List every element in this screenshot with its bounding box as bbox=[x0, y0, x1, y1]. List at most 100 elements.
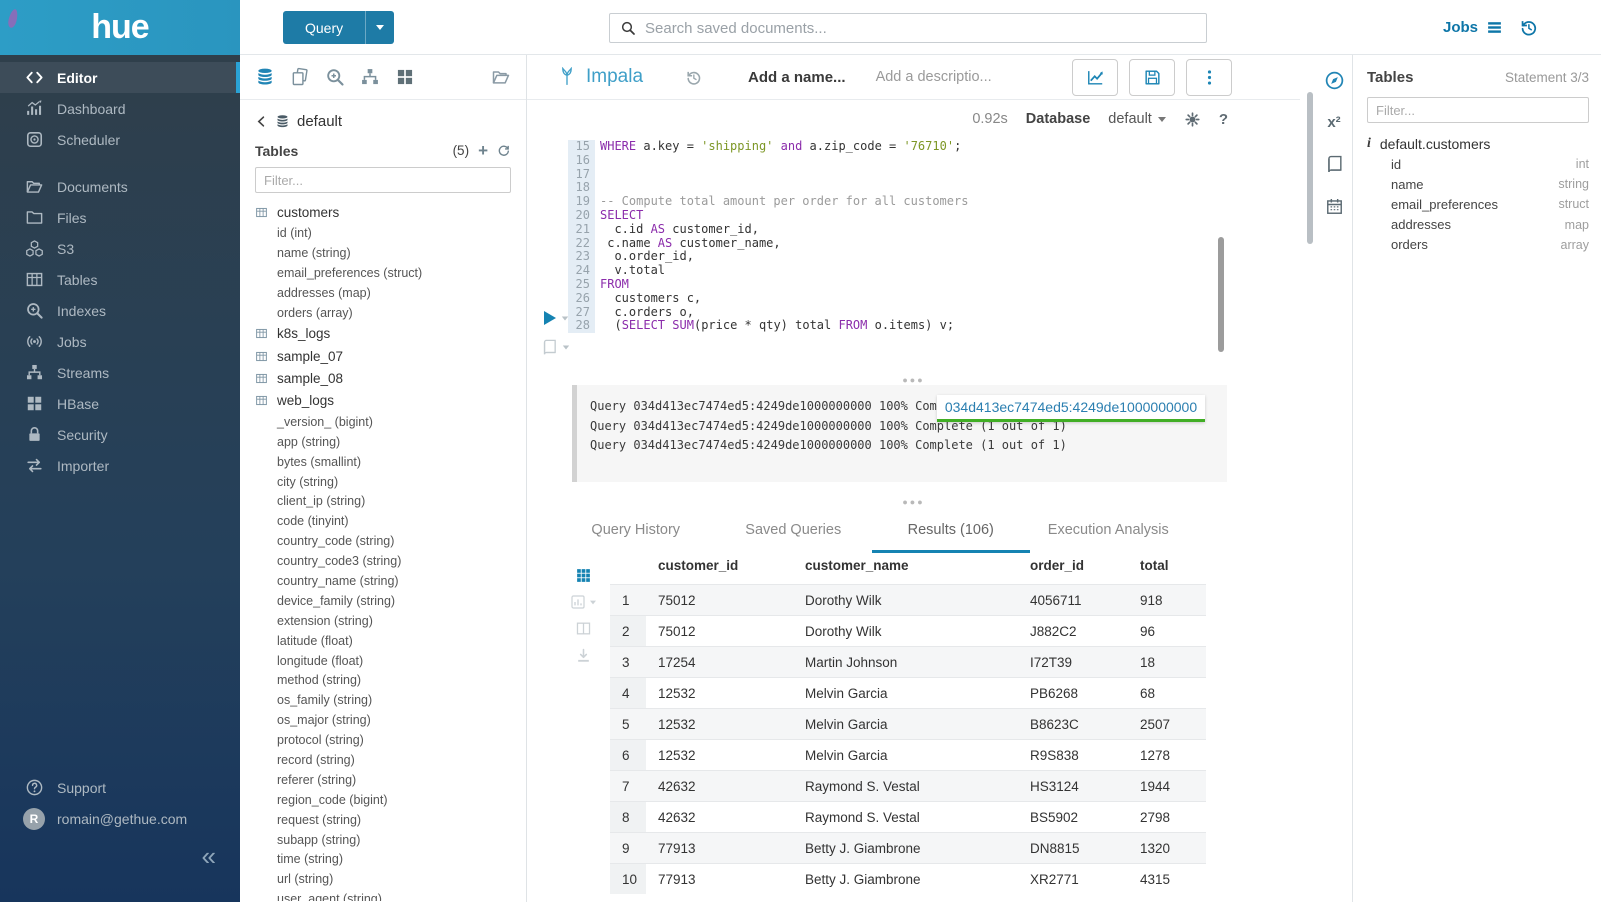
sidebar-item-tables[interactable]: Tables bbox=[0, 264, 240, 295]
column-item[interactable]: bytes (smallint) bbox=[277, 454, 362, 469]
results-header-order_id[interactable]: order_id bbox=[1030, 558, 1085, 573]
column-item[interactable]: country_code (string) bbox=[277, 534, 395, 549]
column-item[interactable]: device_family (string) bbox=[277, 593, 396, 608]
new-query-button-label[interactable]: Query bbox=[305, 19, 344, 36]
jobs-link[interactable]: Jobs bbox=[1443, 0, 1503, 55]
tab-execution-analysis[interactable]: Execution Analysis bbox=[1047, 522, 1169, 538]
column-item[interactable]: referer (string) bbox=[277, 772, 357, 787]
active-table-row[interactable]: i default.customers bbox=[1367, 136, 1589, 152]
column-item[interactable]: id (int) bbox=[277, 226, 312, 241]
chart-button[interactable] bbox=[1072, 58, 1118, 96]
schedule-tab[interactable] bbox=[1323, 195, 1345, 217]
column-item[interactable]: os_family (string) bbox=[277, 693, 373, 708]
column-item[interactable]: longitude (float) bbox=[277, 653, 364, 668]
download-icon[interactable] bbox=[575, 647, 592, 664]
columns-icon[interactable] bbox=[575, 620, 592, 637]
grid-view-icon[interactable] bbox=[575, 567, 592, 584]
results-header-customer_name[interactable]: customer_name bbox=[805, 558, 909, 573]
editor-scrollbar[interactable] bbox=[1218, 237, 1224, 352]
collapse-sidebar-icon[interactable]: « bbox=[201, 841, 216, 871]
table-item-k8s_logs[interactable]: k8s_logs bbox=[240, 323, 526, 345]
sql-code-editor[interactable]: 15 WHERE a.key = 'shipping' and a.zip_cod… bbox=[527, 139, 1300, 334]
streams-tab-icon[interactable] bbox=[360, 67, 380, 87]
global-search[interactable] bbox=[609, 13, 1207, 43]
column-item[interactable]: client_ip (string) bbox=[277, 494, 366, 509]
column-item[interactable]: user_agent (string) bbox=[277, 892, 382, 901]
query-history-icon[interactable] bbox=[685, 69, 702, 86]
sidebar-item-documents[interactable]: Documents bbox=[0, 171, 240, 202]
column-item-email_preferences[interactable]: email_preferences struct bbox=[1367, 194, 1589, 214]
sidebar-item-support[interactable]: Support bbox=[0, 772, 240, 803]
query-name-field[interactable]: Add a name... bbox=[748, 68, 846, 86]
files-tab-icon[interactable] bbox=[491, 67, 511, 87]
new-query-dropdown[interactable] bbox=[365, 11, 394, 44]
database-breadcrumb[interactable]: default bbox=[255, 113, 511, 130]
history-icon[interactable] bbox=[1519, 18, 1538, 37]
add-table-icon[interactable]: + bbox=[478, 141, 488, 160]
column-item[interactable]: request (string) bbox=[277, 812, 362, 827]
documents-tab-icon[interactable] bbox=[290, 67, 310, 87]
refresh-icon[interactable] bbox=[496, 143, 511, 158]
column-item-orders[interactable]: orders array bbox=[1367, 235, 1589, 255]
sidebar-item-security[interactable]: Security bbox=[0, 419, 240, 450]
new-query-button[interactable]: Query bbox=[283, 11, 395, 44]
column-item[interactable]: _version_ (bigint) bbox=[277, 414, 373, 429]
resize-grip-bottom[interactable]: ●●● bbox=[902, 497, 925, 507]
column-item[interactable]: email_preferences (struct) bbox=[277, 266, 423, 281]
functions-tab[interactable]: x² bbox=[1327, 113, 1341, 131]
column-item[interactable]: os_major (string) bbox=[277, 713, 371, 728]
search-input[interactable] bbox=[645, 19, 1196, 37]
column-item[interactable]: orders (array) bbox=[277, 305, 353, 320]
column-item-id[interactable]: id int bbox=[1367, 154, 1589, 174]
run-query-button[interactable] bbox=[544, 311, 569, 325]
sidebar-item-editor[interactable]: Editor bbox=[0, 62, 240, 93]
language-reference-tab[interactable] bbox=[1323, 153, 1345, 175]
save-button[interactable] bbox=[1129, 58, 1175, 96]
column-item[interactable]: latitude (float) bbox=[277, 633, 353, 648]
assistant-tab[interactable] bbox=[1323, 69, 1345, 91]
sidebar-item-importer[interactable]: Importer bbox=[0, 450, 240, 481]
assist-filter-input[interactable] bbox=[255, 167, 511, 193]
back-chevron-icon[interactable] bbox=[255, 115, 268, 128]
column-item[interactable]: country_name (string) bbox=[277, 574, 399, 588]
table-item-sample_07[interactable]: sample_07 bbox=[240, 345, 526, 367]
query-id-popover[interactable]: 034d413ec7474ed5:4249de1000000000 bbox=[937, 395, 1205, 422]
column-item[interactable]: record (string) bbox=[277, 753, 355, 768]
results-header-total[interactable]: total bbox=[1140, 558, 1169, 573]
column-item[interactable]: addresses (map) bbox=[277, 285, 371, 300]
column-item-addresses[interactable]: addresses map bbox=[1367, 215, 1589, 235]
table-item-sample_08[interactable]: sample_08 bbox=[240, 367, 526, 389]
column-item[interactable]: protocol (string) bbox=[277, 733, 364, 748]
column-item[interactable]: country_code3 (string) bbox=[277, 554, 402, 569]
hbase-tab-icon[interactable] bbox=[395, 67, 415, 87]
search-tab-icon[interactable] bbox=[325, 67, 345, 87]
info-icon[interactable]: i bbox=[1367, 136, 1371, 151]
sidebar-item-indexes[interactable]: Indexes bbox=[0, 295, 240, 326]
sidebar-item-scheduler[interactable]: Scheduler bbox=[0, 124, 240, 155]
query-description-field[interactable]: Add a descriptio... bbox=[875, 69, 992, 85]
column-item[interactable]: name (string) bbox=[277, 246, 351, 261]
tab-saved-queries[interactable]: Saved Queries bbox=[745, 522, 842, 538]
right-panel-filter-input[interactable] bbox=[1367, 97, 1589, 123]
column-item[interactable]: code (tinyint) bbox=[277, 514, 349, 529]
column-item[interactable]: method (string) bbox=[277, 673, 362, 688]
column-item[interactable]: subapp (string) bbox=[277, 832, 361, 847]
column-item[interactable]: url (string) bbox=[277, 872, 334, 887]
help-icon[interactable]: ? bbox=[1218, 110, 1228, 128]
results-header-customer_id[interactable]: customer_id bbox=[658, 558, 739, 573]
tab-results-106-[interactable]: Results (106) bbox=[872, 513, 1030, 553]
column-item[interactable]: time (string) bbox=[277, 852, 343, 867]
sidebar-item-jobs[interactable]: Jobs bbox=[0, 326, 240, 357]
chart-view-control[interactable] bbox=[570, 594, 597, 610]
sidebar-item-user[interactable]: R romain@gethue.com bbox=[0, 803, 240, 834]
main-scrollbar[interactable] bbox=[1307, 92, 1313, 244]
resize-grip-top[interactable]: ●●● bbox=[902, 375, 925, 385]
column-item[interactable]: app (string) bbox=[277, 434, 341, 449]
sidebar-item-s3[interactable]: S3 bbox=[0, 233, 240, 264]
column-item[interactable]: region_code (bigint) bbox=[277, 792, 388, 807]
settings-gear-icon[interactable] bbox=[1184, 111, 1201, 128]
database-select[interactable]: default bbox=[1108, 111, 1166, 127]
sidebar-item-hbase[interactable]: HBase bbox=[0, 388, 240, 419]
sidebar-item-dashboard[interactable]: Dashboard bbox=[0, 93, 240, 124]
sidebar-item-streams[interactable]: Streams bbox=[0, 357, 240, 388]
